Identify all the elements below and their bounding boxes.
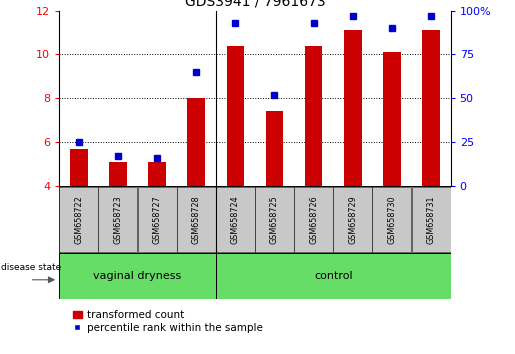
Bar: [422, 30, 440, 186]
FancyBboxPatch shape: [138, 187, 177, 252]
Bar: [227, 46, 244, 186]
Bar: [59, 253, 216, 299]
FancyBboxPatch shape: [333, 187, 372, 252]
FancyBboxPatch shape: [372, 187, 411, 252]
Text: vaginal dryness: vaginal dryness: [93, 271, 182, 281]
Bar: [383, 52, 401, 186]
FancyBboxPatch shape: [177, 187, 216, 252]
Text: GSM658731: GSM658731: [426, 195, 436, 244]
Text: GSM658724: GSM658724: [231, 195, 240, 244]
Text: GSM658727: GSM658727: [152, 195, 162, 244]
Text: GSM658726: GSM658726: [309, 195, 318, 244]
Text: GSM658729: GSM658729: [348, 195, 357, 244]
Text: GSM658730: GSM658730: [387, 195, 397, 244]
Bar: [70, 149, 88, 186]
Title: GDS3941 / 7961673: GDS3941 / 7961673: [184, 0, 325, 8]
Text: GSM658723: GSM658723: [113, 195, 123, 244]
Bar: [187, 98, 205, 186]
FancyBboxPatch shape: [98, 187, 138, 252]
Text: GSM658722: GSM658722: [74, 195, 83, 244]
Bar: [266, 112, 283, 186]
Bar: [305, 46, 322, 186]
Legend: transformed count, percentile rank within the sample: transformed count, percentile rank withi…: [69, 306, 267, 337]
Text: control: control: [314, 271, 352, 281]
Bar: [148, 162, 166, 186]
FancyBboxPatch shape: [411, 187, 451, 252]
Bar: [344, 30, 362, 186]
Text: disease state: disease state: [1, 263, 61, 272]
FancyBboxPatch shape: [216, 187, 255, 252]
Text: GSM658728: GSM658728: [192, 195, 201, 244]
Bar: [216, 253, 451, 299]
FancyBboxPatch shape: [255, 187, 294, 252]
Bar: [109, 162, 127, 186]
FancyBboxPatch shape: [59, 187, 98, 252]
Text: GSM658725: GSM658725: [270, 195, 279, 244]
FancyBboxPatch shape: [294, 187, 333, 252]
